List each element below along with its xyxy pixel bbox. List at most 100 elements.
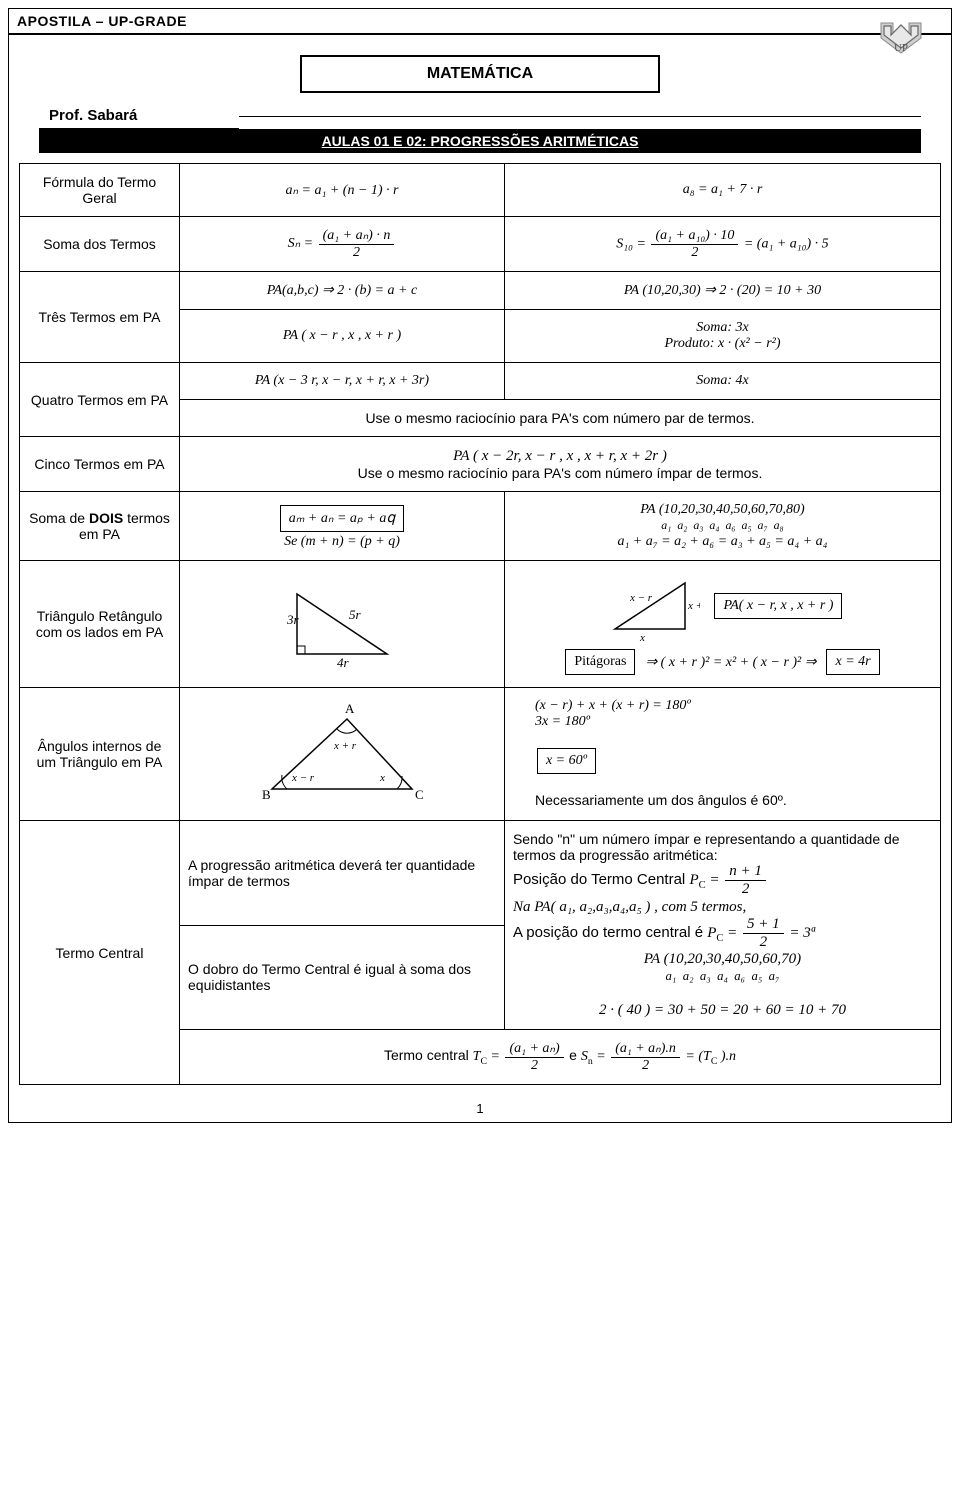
- tc-pos-eq-label: A posição do termo central é: [513, 924, 707, 941]
- formula-geral: aₙ = a₁ + (n − 1) · r: [180, 164, 505, 217]
- svg-text:x: x: [379, 772, 385, 784]
- soma-num: (a₁ + aₙ) · n: [319, 227, 395, 245]
- svg-text:x − r: x − r: [291, 772, 315, 784]
- sn-den: 2: [611, 1058, 680, 1074]
- main-table: Fórmula do Termo Geral aₙ = a₁ + (n − 1)…: [19, 163, 941, 1085]
- tc-pos-eq-den: 2: [743, 934, 784, 951]
- soma-dois-l1: Soma de: [29, 510, 89, 526]
- angulos-ex: (x − r) + x + (x + r) = 180º 3x = 180º x…: [504, 688, 940, 821]
- quatro-r1c1: PA (x − 3 r, x − r, x + r, x + 3r): [180, 363, 505, 400]
- sd-l7: a₈: [774, 518, 784, 532]
- page-container: APOSTILA – UP-GRADE UP MATEMÁTICA Prof. …: [8, 8, 952, 1123]
- soma-dois-example: PA (10,20,30,40,50,60,70,80) a₁ a₂ a₃ a₄…: [504, 492, 940, 561]
- tc-intro: Sendo "n" um número ímpar e representand…: [513, 831, 900, 863]
- tc-den: 2: [505, 1058, 563, 1074]
- soma-dois-labels: a₁ a₂ a₃ a₄ a₆ a₅ a₇ a₈: [661, 518, 783, 532]
- svg-text:x + r: x + r: [687, 600, 700, 612]
- triangulo-ret-ex: x x + r x − r PA( x − r, x , x + r ) Pit…: [504, 561, 940, 688]
- quatro-r2: Use o mesmo raciocínio para PA's com núm…: [180, 400, 941, 437]
- ang-eq3: x = 60º: [537, 748, 596, 774]
- cinco-line2: Use o mesmo raciocínio para PA's com núm…: [358, 465, 763, 481]
- tc-pos-eq-frac: 5 + 1 2: [743, 916, 784, 951]
- title-box: MATEMÁTICA: [300, 55, 660, 93]
- tres-r2c1: PA ( x − r , x , x + r ): [180, 310, 505, 363]
- soma-dois-eq: a₁ + a₇ = a₂ + a₆ = a₃ + a₅ = a₄ + a₄: [617, 534, 827, 549]
- svg-text:C: C: [415, 787, 424, 802]
- tc-pos-num: n + 1: [725, 863, 766, 881]
- quatro-r1c2: Soma: 4x: [504, 363, 940, 400]
- svg-text:x − r: x − r: [629, 592, 653, 604]
- tc-l6: a₇: [769, 969, 780, 983]
- tc-pos-eq-num: 5 + 1: [743, 916, 784, 934]
- soma-prefix: Sₙ =: [288, 236, 314, 251]
- prof-line: [239, 116, 921, 117]
- row-tres-termos: Três Termos em PA PA(a,b,c) ⇒ 2 · (b) = …: [20, 272, 941, 310]
- prof-row: Prof. Sabará: [39, 103, 921, 129]
- row-angulos: Ângulos internos de um Triângulo em PA A…: [20, 688, 941, 821]
- logo-icon: UP: [871, 3, 931, 63]
- row-cinco-termos: Cinco Termos em PA PA ( x − 2r, x − r , …: [20, 437, 941, 492]
- label-formula-geral: Fórmula do Termo Geral: [20, 164, 180, 217]
- tc-ex-seq: PA (10,20,30,40,50,60,70): [644, 951, 801, 967]
- sd-l4: a₆: [725, 518, 735, 532]
- title-text: MATEMÁTICA: [427, 65, 533, 82]
- header-bar: APOSTILA – UP-GRADE: [9, 9, 951, 35]
- tc-l5: a₅: [751, 969, 762, 983]
- svg-text:A: A: [345, 701, 355, 716]
- sn-frac: (a₁ + aₙ).n 2: [611, 1040, 680, 1074]
- formula-soma: Sₙ = (a₁ + aₙ) · n 2: [180, 217, 505, 272]
- header-text: APOSTILA – UP-GRADE: [17, 13, 187, 29]
- tc-pos-row: Posição do Termo Central PC = n + 1 2: [513, 872, 768, 888]
- row-triangulo-ret: Triângulo Retângulo com os lados em PA 3…: [20, 561, 941, 688]
- sd-l2: a₃: [693, 518, 703, 532]
- tc-ex-eq: 2 · ( 40 ) = 30 + 50 = 20 + 60 = 10 + 70: [599, 1002, 846, 1018]
- svg-text:3r: 3r: [286, 612, 300, 627]
- tc-frac: (a₁ + aₙ) 2: [505, 1040, 563, 1074]
- tc-l4: a₆: [734, 969, 745, 983]
- right-triangle-2-icon: x x + r x − r: [600, 571, 700, 641]
- row-soma-dois: Soma de DOIS termos em PA aₘ + aₙ = aₚ +…: [20, 492, 941, 561]
- ang-eq1: (x − r) + x + (x + r) = 180º: [535, 698, 691, 713]
- row-quatro-termos: Quatro Termos em PA PA (x − 3 r, x − r, …: [20, 363, 941, 400]
- pitagoras-label: Pitágoras: [565, 649, 635, 675]
- cinco-line1: PA ( x − 2r, x − r , x , x + r, x + 2r ): [453, 448, 667, 464]
- label-quatro-termos: Quatro Termos em PA: [20, 363, 180, 437]
- ex-soma-frac: (a₁ + a₁₀) · 10 2: [651, 228, 738, 261]
- row-formula-geral: Fórmula do Termo Geral aₙ = a₁ + (n − 1)…: [20, 164, 941, 217]
- svg-text:x: x: [639, 632, 645, 641]
- soma-dois-bold: DOIS: [89, 510, 123, 526]
- tc-left2: O dobro do Termo Central é igual à soma …: [180, 925, 505, 1030]
- tc-na-pa: Na PA( a₁, a₂,a₃,a₄,a₅ ) , com 5 termos,: [513, 899, 746, 915]
- tc-pos-eq-suffix: = 3ª: [789, 925, 815, 941]
- soma-den: 2: [319, 245, 395, 261]
- sd-l3: a₄: [709, 518, 719, 532]
- label-tres-termos: Três Termos em PA: [20, 272, 180, 363]
- ang-eq2: 3x = 180º: [535, 714, 590, 729]
- label-soma-termos: Soma dos Termos: [20, 217, 180, 272]
- svg-text:x + r: x + r: [333, 740, 357, 752]
- sd-l6: a₇: [758, 518, 768, 532]
- ex-soma-prefix: S₁₀ =: [616, 236, 646, 251]
- tc-l2: a₃: [700, 969, 711, 983]
- svg-text:5r: 5r: [349, 607, 362, 622]
- tc-pos-eq-row: A posição do termo central é PC = 5 + 1 …: [513, 925, 815, 941]
- sn-num: (a₁ + aₙ).n: [611, 1040, 680, 1058]
- example-geral: a₈ = a₁ + 7 · r: [504, 164, 940, 217]
- ex-soma-den: 2: [651, 245, 738, 261]
- ang-note: Necessariamente um dos ângulos é 60º.: [535, 792, 787, 808]
- svg-text:4r: 4r: [337, 655, 350, 669]
- label-termo-central: Termo Central: [20, 821, 180, 1085]
- cinco-content: PA ( x − 2r, x − r , x , x + r, x + 2r )…: [180, 437, 941, 492]
- tc-pos-frac: n + 1 2: [725, 863, 766, 898]
- sd-l5: a₅: [742, 518, 752, 532]
- page-number: 1: [9, 1095, 951, 1122]
- tc-labels: a₁ a₂ a₃ a₄ a₆ a₅ a₇: [666, 969, 780, 983]
- tres-prod: Produto: x · (x² − r²): [664, 336, 780, 351]
- svg-text:B: B: [262, 787, 271, 802]
- pit-eq: ⇒ ( x + r )² = x² + ( x − r )² ⇒: [645, 654, 816, 671]
- sd-l0: a₁: [661, 518, 671, 532]
- tc-left1: A progressão aritmética deverá ter quant…: [180, 821, 505, 926]
- row-soma-termos: Soma dos Termos Sₙ = (a₁ + aₙ) · n 2 S₁₀…: [20, 217, 941, 272]
- triangulo-ret-fig: 3r 4r 5r: [180, 561, 505, 688]
- tc-num: (a₁ + aₙ): [505, 1040, 563, 1058]
